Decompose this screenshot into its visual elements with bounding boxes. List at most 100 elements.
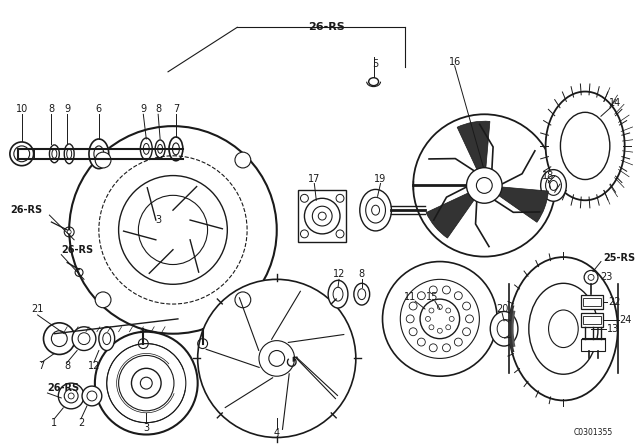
Text: 26-RS: 26-RS	[308, 22, 344, 32]
Circle shape	[409, 302, 417, 310]
Text: ↺: ↺	[285, 354, 298, 372]
Circle shape	[445, 325, 451, 330]
Bar	[583, 316, 601, 324]
Circle shape	[463, 302, 470, 310]
Ellipse shape	[64, 144, 74, 164]
Ellipse shape	[550, 181, 557, 190]
Text: 18: 18	[543, 171, 555, 181]
Circle shape	[68, 393, 74, 399]
Circle shape	[10, 142, 34, 166]
Text: 11: 11	[404, 292, 416, 302]
Ellipse shape	[509, 257, 618, 401]
Text: 15: 15	[426, 292, 438, 302]
Circle shape	[235, 152, 251, 168]
Text: 14: 14	[609, 99, 621, 108]
Ellipse shape	[328, 280, 348, 308]
Text: 12: 12	[333, 269, 345, 280]
Circle shape	[95, 152, 111, 168]
Bar	[581, 339, 605, 350]
Circle shape	[417, 292, 426, 300]
Circle shape	[584, 271, 598, 284]
Text: 22: 22	[608, 297, 620, 307]
Circle shape	[426, 316, 431, 321]
Circle shape	[140, 377, 152, 389]
Circle shape	[429, 286, 437, 294]
Text: 12: 12	[88, 362, 100, 371]
Circle shape	[95, 332, 198, 435]
Text: 16: 16	[449, 57, 461, 67]
Circle shape	[454, 338, 462, 346]
Text: 7: 7	[173, 104, 179, 114]
Circle shape	[454, 292, 462, 300]
Ellipse shape	[354, 283, 370, 305]
Ellipse shape	[545, 91, 625, 200]
Text: 10: 10	[15, 104, 28, 114]
Text: C0301355: C0301355	[573, 428, 612, 437]
Text: 3: 3	[155, 215, 161, 225]
Text: 8: 8	[49, 104, 54, 114]
Circle shape	[67, 230, 71, 234]
Text: 4: 4	[274, 427, 280, 438]
Circle shape	[437, 305, 442, 310]
Circle shape	[467, 168, 502, 203]
Circle shape	[465, 315, 474, 323]
Circle shape	[442, 286, 451, 294]
Circle shape	[58, 383, 84, 409]
Bar	[298, 190, 346, 242]
Circle shape	[235, 292, 251, 308]
Text: 9: 9	[64, 104, 70, 114]
Circle shape	[82, 386, 102, 406]
Text: 13: 13	[607, 324, 619, 334]
Text: 6: 6	[96, 104, 102, 114]
Wedge shape	[426, 185, 484, 238]
Circle shape	[417, 338, 426, 346]
Text: 25-RS: 25-RS	[603, 253, 635, 263]
Text: 3: 3	[143, 422, 149, 433]
Text: 24: 24	[620, 315, 632, 325]
Ellipse shape	[541, 170, 566, 201]
Circle shape	[95, 292, 111, 308]
Circle shape	[72, 327, 96, 350]
Circle shape	[445, 308, 451, 313]
Ellipse shape	[89, 139, 109, 168]
Text: 1: 1	[51, 418, 58, 428]
Ellipse shape	[360, 190, 392, 231]
Circle shape	[69, 126, 276, 334]
Circle shape	[429, 325, 434, 330]
Ellipse shape	[169, 137, 183, 161]
Text: 17: 17	[308, 173, 321, 184]
Text: 8: 8	[64, 362, 70, 371]
Circle shape	[409, 328, 417, 336]
Circle shape	[429, 308, 434, 313]
Circle shape	[198, 280, 356, 438]
Ellipse shape	[529, 283, 598, 374]
Ellipse shape	[140, 138, 152, 160]
Ellipse shape	[490, 311, 518, 346]
Circle shape	[429, 344, 437, 352]
Text: 5: 5	[372, 59, 379, 69]
Text: 26-RS: 26-RS	[10, 205, 42, 215]
Text: 7: 7	[38, 362, 45, 371]
Circle shape	[406, 315, 414, 323]
Wedge shape	[457, 121, 490, 185]
Circle shape	[437, 328, 442, 333]
Circle shape	[463, 328, 470, 336]
Text: 8: 8	[155, 104, 161, 114]
Circle shape	[442, 344, 451, 352]
Ellipse shape	[561, 112, 610, 180]
Circle shape	[44, 323, 75, 354]
Circle shape	[420, 299, 460, 339]
Text: 26-RS: 26-RS	[47, 383, 79, 393]
Circle shape	[383, 262, 497, 376]
Bar	[581, 313, 603, 327]
Text: 26-RS: 26-RS	[61, 245, 93, 255]
Ellipse shape	[99, 327, 115, 350]
Bar	[581, 295, 603, 309]
Circle shape	[413, 114, 556, 257]
Ellipse shape	[372, 205, 380, 215]
Text: 19: 19	[374, 173, 387, 184]
Text: 20: 20	[496, 304, 508, 314]
Ellipse shape	[155, 140, 165, 158]
Text: 21: 21	[31, 304, 44, 314]
Text: 9: 9	[140, 104, 147, 114]
